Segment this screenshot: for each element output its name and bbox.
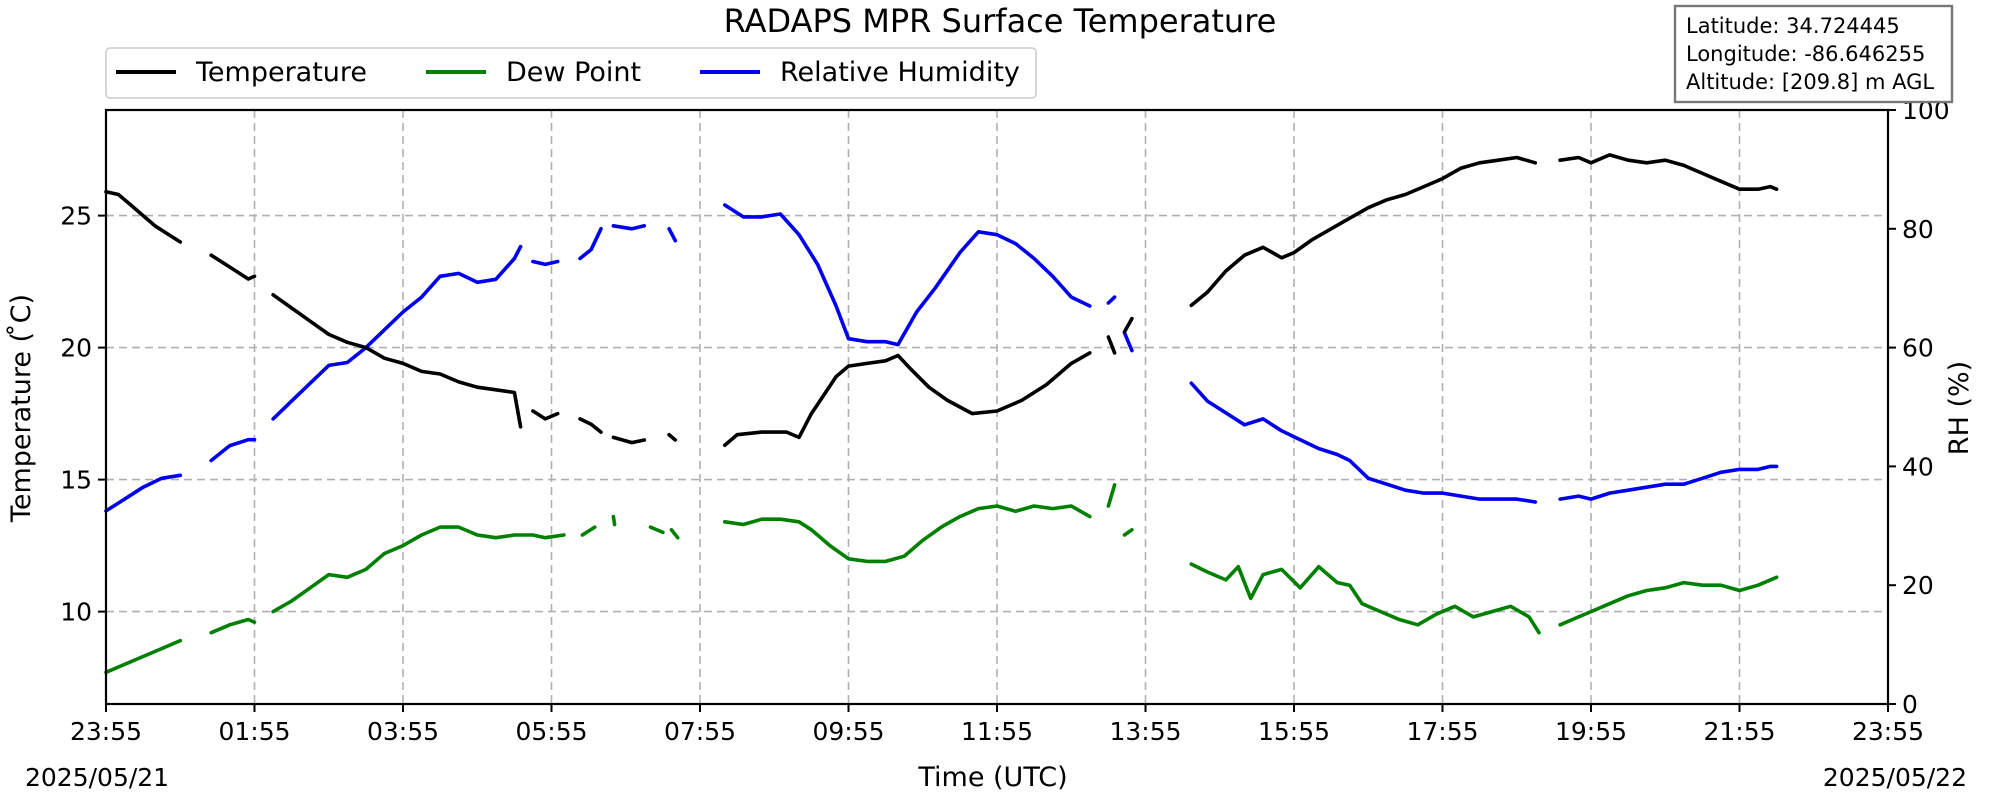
y-left-axis-label: Temperature ( ̊C) <box>6 294 37 523</box>
x-tick-label: 05:55 <box>515 717 587 746</box>
series-line-dew-point <box>580 525 597 537</box>
y-right-tick-label: 0 <box>1902 690 1918 719</box>
x-tick-label: 21:55 <box>1703 717 1775 746</box>
series-dew-point <box>104 483 1779 675</box>
series-line-relative-humidity <box>578 227 603 261</box>
series-line-relative-humidity <box>104 473 183 513</box>
legend-label-relative-humidity: Relative Humidity <box>780 57 1020 88</box>
series-line-dew-point <box>669 528 680 540</box>
y-right-tick-label: 60 <box>1902 334 1934 363</box>
series-line-dew-point <box>611 514 617 527</box>
x-axis-label: Time (UTC) <box>917 762 1067 793</box>
y-left-axis-ticks: 10 15 20 25 <box>60 202 106 627</box>
info-box-frame <box>1673 4 1954 104</box>
series-line-relative-humidity <box>1189 381 1538 504</box>
series-line-dew-point <box>271 525 566 614</box>
series-line-relative-humidity <box>1106 295 1117 305</box>
location-info-box: Latitude: 34.724445 Longitude: -86.64625… <box>1673 4 1954 104</box>
series-line-dew-point <box>723 504 1092 564</box>
series-line-temperature <box>271 293 523 429</box>
info-latitude: Latitude: 34.724445 <box>1686 14 1900 38</box>
info-altitude: Altitude: [209.8] m AGL <box>1686 70 1934 94</box>
legend: Temperature Dew Point Relative Humidity <box>105 47 1037 99</box>
y-left-tick-label: 25 <box>60 202 92 231</box>
y-right-tick-label: 80 <box>1902 215 1934 244</box>
series-line-dew-point <box>648 525 665 535</box>
series-line-temperature <box>578 417 603 434</box>
series-line-temperature <box>104 190 183 244</box>
series-line-dew-point <box>209 617 257 635</box>
y-left-tick-label: 10 <box>60 598 92 627</box>
y-left-tick-label: 20 <box>60 334 92 363</box>
date-label-end: 2025/05/22 <box>1823 763 1967 792</box>
plot-series <box>104 153 1779 675</box>
series-line-dew-point <box>104 638 183 675</box>
series-line-temperature <box>611 435 647 445</box>
y-right-tick-label: 40 <box>1902 452 1934 481</box>
series-relative-humidity <box>104 203 1779 513</box>
x-tick-label: 17:55 <box>1406 717 1478 746</box>
y-left-tick-label: 15 <box>60 466 92 495</box>
x-tick-label: 23:55 <box>1852 717 1924 746</box>
series-line-temperature <box>723 351 1092 448</box>
series-line-temperature <box>1106 335 1117 355</box>
series-line-relative-humidity <box>271 244 523 421</box>
series-line-relative-humidity <box>531 259 560 267</box>
chart-title: RADAPS MPR Surface Temperature <box>724 2 1277 40</box>
series-temperature <box>104 153 1779 448</box>
series-line-temperature <box>667 432 678 442</box>
x-tick-label: 23:55 <box>70 717 142 746</box>
date-label-start: 2025/05/21 <box>25 763 169 792</box>
y-right-tick-label: 20 <box>1902 571 1934 600</box>
series-line-dew-point <box>1189 562 1541 635</box>
series-line-dew-point <box>1106 483 1117 508</box>
series-line-relative-humidity <box>1558 464 1779 501</box>
info-longitude: Longitude: -86.646255 <box>1686 42 1925 66</box>
series-line-relative-humidity <box>723 203 1092 347</box>
x-tick-label: 07:55 <box>664 717 736 746</box>
grid <box>106 110 1888 704</box>
x-tick-label: 01:55 <box>218 717 290 746</box>
series-line-dew-point <box>1122 528 1134 537</box>
series-line-temperature <box>1189 155 1538 308</box>
series-line-temperature <box>531 409 560 421</box>
x-tick-label: 11:55 <box>961 717 1033 746</box>
x-tick-label: 03:55 <box>367 717 439 746</box>
series-line-relative-humidity <box>209 437 257 463</box>
legend-label-temperature: Temperature <box>195 57 367 88</box>
series-line-relative-humidity <box>667 227 678 243</box>
x-tick-label: 15:55 <box>1258 717 1330 746</box>
series-line-temperature <box>209 253 257 281</box>
series-line-relative-humidity <box>1122 331 1134 353</box>
x-tick-label: 13:55 <box>1109 717 1181 746</box>
y-right-axis-label: RH (%) <box>1944 361 1975 455</box>
series-line-temperature <box>1122 316 1134 334</box>
series-line-relative-humidity <box>611 224 647 231</box>
legend-box <box>105 47 1037 99</box>
series-line-dew-point <box>1558 575 1779 627</box>
x-tick-label: 09:55 <box>812 717 884 746</box>
x-tick-label: 19:55 <box>1555 717 1627 746</box>
series-line-temperature <box>1558 153 1779 191</box>
legend-label-dew-point: Dew Point <box>506 57 641 88</box>
x-axis-ticks: 23:55 01:55 03:55 05:55 07:55 09:55 11:55 13:55… <box>70 704 1924 746</box>
